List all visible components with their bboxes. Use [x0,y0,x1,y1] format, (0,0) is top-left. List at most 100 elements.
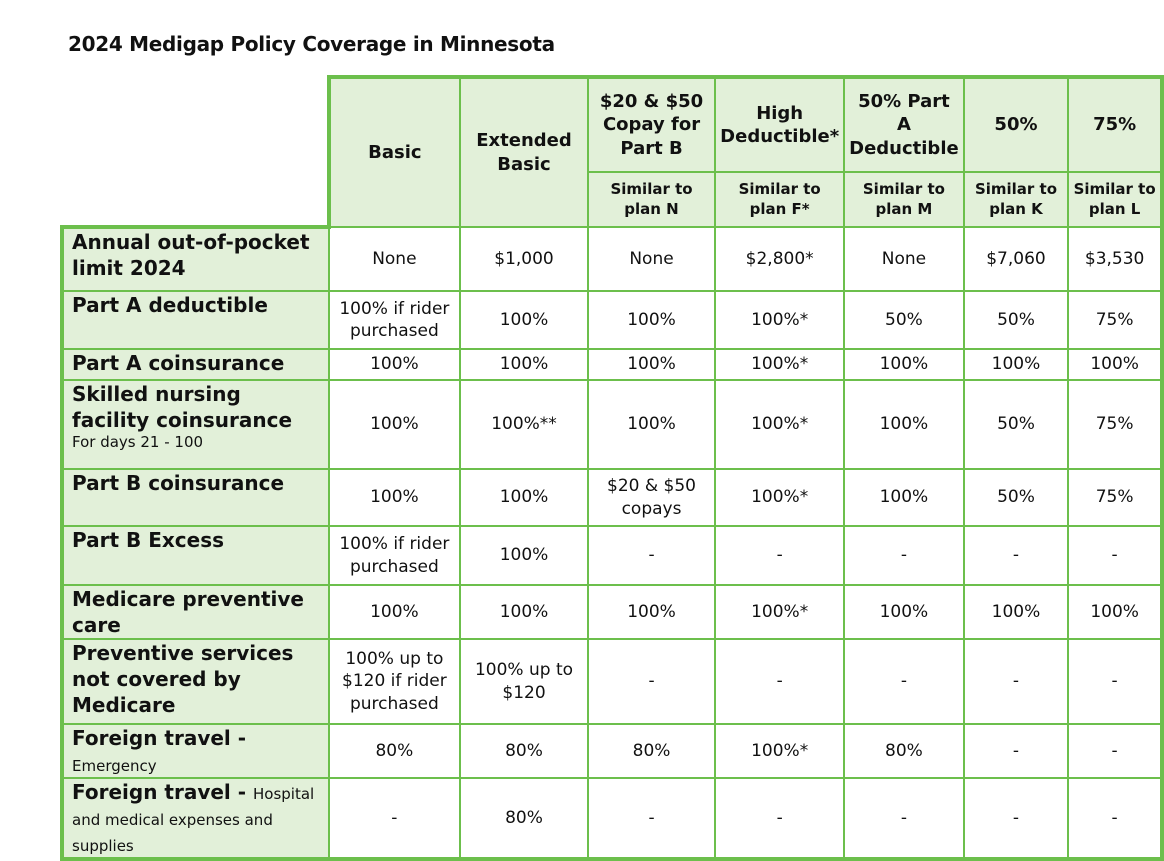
row-label-text: Annual out-of-pocket limit 2024 [72,230,310,280]
table-row: Foreign travel - Hospital and medical ex… [60,777,1164,861]
row-note: For days 21 - 100 [72,433,204,451]
cell: 100%* [714,379,846,470]
cell: 100% [843,468,965,527]
cell: $3,530 [1067,226,1164,292]
cell: - [327,777,462,861]
cell: 100%* [714,290,846,350]
cell: 100% [1067,348,1164,381]
table-row: Skilled nursing facility coinsurance For … [60,379,1164,470]
cell: 100% [459,348,589,381]
cell: - [1067,525,1164,586]
table-row: Part B Excess 100% if rider purchased 100%… [60,525,1164,586]
column-header: 75% [1067,75,1164,173]
column-subheader: Similar to plan M [843,171,965,228]
cell: 50% [962,290,1070,350]
column-subheader: Similar to plan L [1067,171,1164,228]
cell: 100% [843,584,965,640]
cell: 100% up to $120 if rider purchased [327,638,462,725]
cell: - [843,638,965,725]
column-header: High Deductible* [714,75,846,173]
cell: - [843,525,965,586]
column-header: Basic [326,75,462,228]
row-label: Medicare preventive care [60,584,330,640]
row-label: Part B Excess [60,525,330,586]
cell: 100% [459,584,589,640]
cell: 100%** [459,379,589,470]
row-label: Part A deductible [60,290,330,350]
cell: - [586,525,717,586]
cell: 100% [962,348,1070,381]
cell: 100% [459,468,589,527]
cell: 50% [962,379,1070,470]
row-label-text: Skilled nursing facility coinsurance [72,382,293,432]
row-note: Emergency [72,757,157,775]
row-label: Skilled nursing facility coinsurance For … [60,379,330,470]
column-subheader: Similar to plan F* [714,171,846,228]
cell: - [586,777,717,861]
row-label-text: Part B Excess [72,528,225,552]
row-label-text: Part A coinsurance [72,351,285,375]
row-label-text: Part A deductible [72,293,268,317]
table-row: Preventive services not covered by Medic… [60,638,1164,725]
header-row: Basic Extended Basic $20 & $50 Copay for P… [62,75,1164,228]
cell: 80% [327,723,462,779]
column-header: 50% [962,75,1070,173]
cell: None [586,226,717,292]
cell: 100% [843,379,965,470]
coverage-table: Basic Extended Basic $20 & $50 Copay for P… [60,75,1164,861]
cell: 80% [843,723,965,779]
cell: 100%* [714,723,846,779]
row-label-text: Part B coinsurance [72,471,285,495]
row-label-text: Foreign travel - [72,780,247,804]
cell: 75% [1067,379,1164,470]
cell: 100%* [714,468,846,527]
cell: 100% [962,584,1070,640]
cell: - [714,638,846,725]
cell: - [1067,723,1164,779]
cell: - [714,777,846,861]
column-subheader: Similar to plan N [586,171,717,228]
cell: - [962,638,1070,725]
table-row: Part B coinsurance 100% 100% $20 & $50 copa… [60,468,1164,527]
cell: 100% [1067,584,1164,640]
table-row: Annual out-of-pocket limit 2024 None $1,00… [60,225,1164,292]
cell: 100% [586,379,717,470]
row-label-text: Preventive services not covered by Medic… [72,641,294,717]
cell: 75% [1067,468,1164,527]
cell: $2,800* [714,226,846,292]
cell: 100% [459,525,589,586]
cell: - [962,777,1070,861]
cell: 100% [586,290,717,350]
column-header: $20 & $50 Copay for Part B [586,75,717,173]
table-row: Foreign travel - Emergency 80% 80% 80% 100%*… [60,723,1164,779]
cell: 50% [962,468,1070,527]
cell: 100% up to $120 [459,638,589,725]
row-label: Part B coinsurance [60,468,330,527]
cell: 80% [459,723,589,779]
cell: 75% [1067,290,1164,350]
column-subheader: Similar to plan K [962,171,1070,228]
cell: 100% [586,348,717,381]
cell: - [586,638,717,725]
row-label-text: Medicare preventive care [72,587,304,637]
cell: 100% if rider purchased [327,290,462,350]
cell: 100% [843,348,965,381]
table-row: Part A coinsurance 100% 100% 100% 100%* 100% 1… [60,348,1164,381]
row-label: Preventive services not covered by Medic… [60,638,330,725]
cell: - [1067,777,1164,861]
row-label: Foreign travel - Hospital and medical ex… [60,777,330,861]
cell: 80% [586,723,717,779]
cell: - [962,723,1070,779]
cell: 100% if rider purchased [327,525,462,586]
cell: 100% [586,584,717,640]
cell: - [714,525,846,586]
cell: None [327,226,462,292]
cell: - [1067,638,1164,725]
row-label: Part A coinsurance [60,348,330,381]
subheader-row: Similar to plan N Similar to plan F* Simil… [62,171,1164,228]
cell: - [962,525,1070,586]
blank-cell [62,77,329,227]
cell: 100%* [714,584,846,640]
table-row: Medicare preventive care 100% 100% 100% 100%… [60,584,1164,640]
cell: None [843,226,965,292]
